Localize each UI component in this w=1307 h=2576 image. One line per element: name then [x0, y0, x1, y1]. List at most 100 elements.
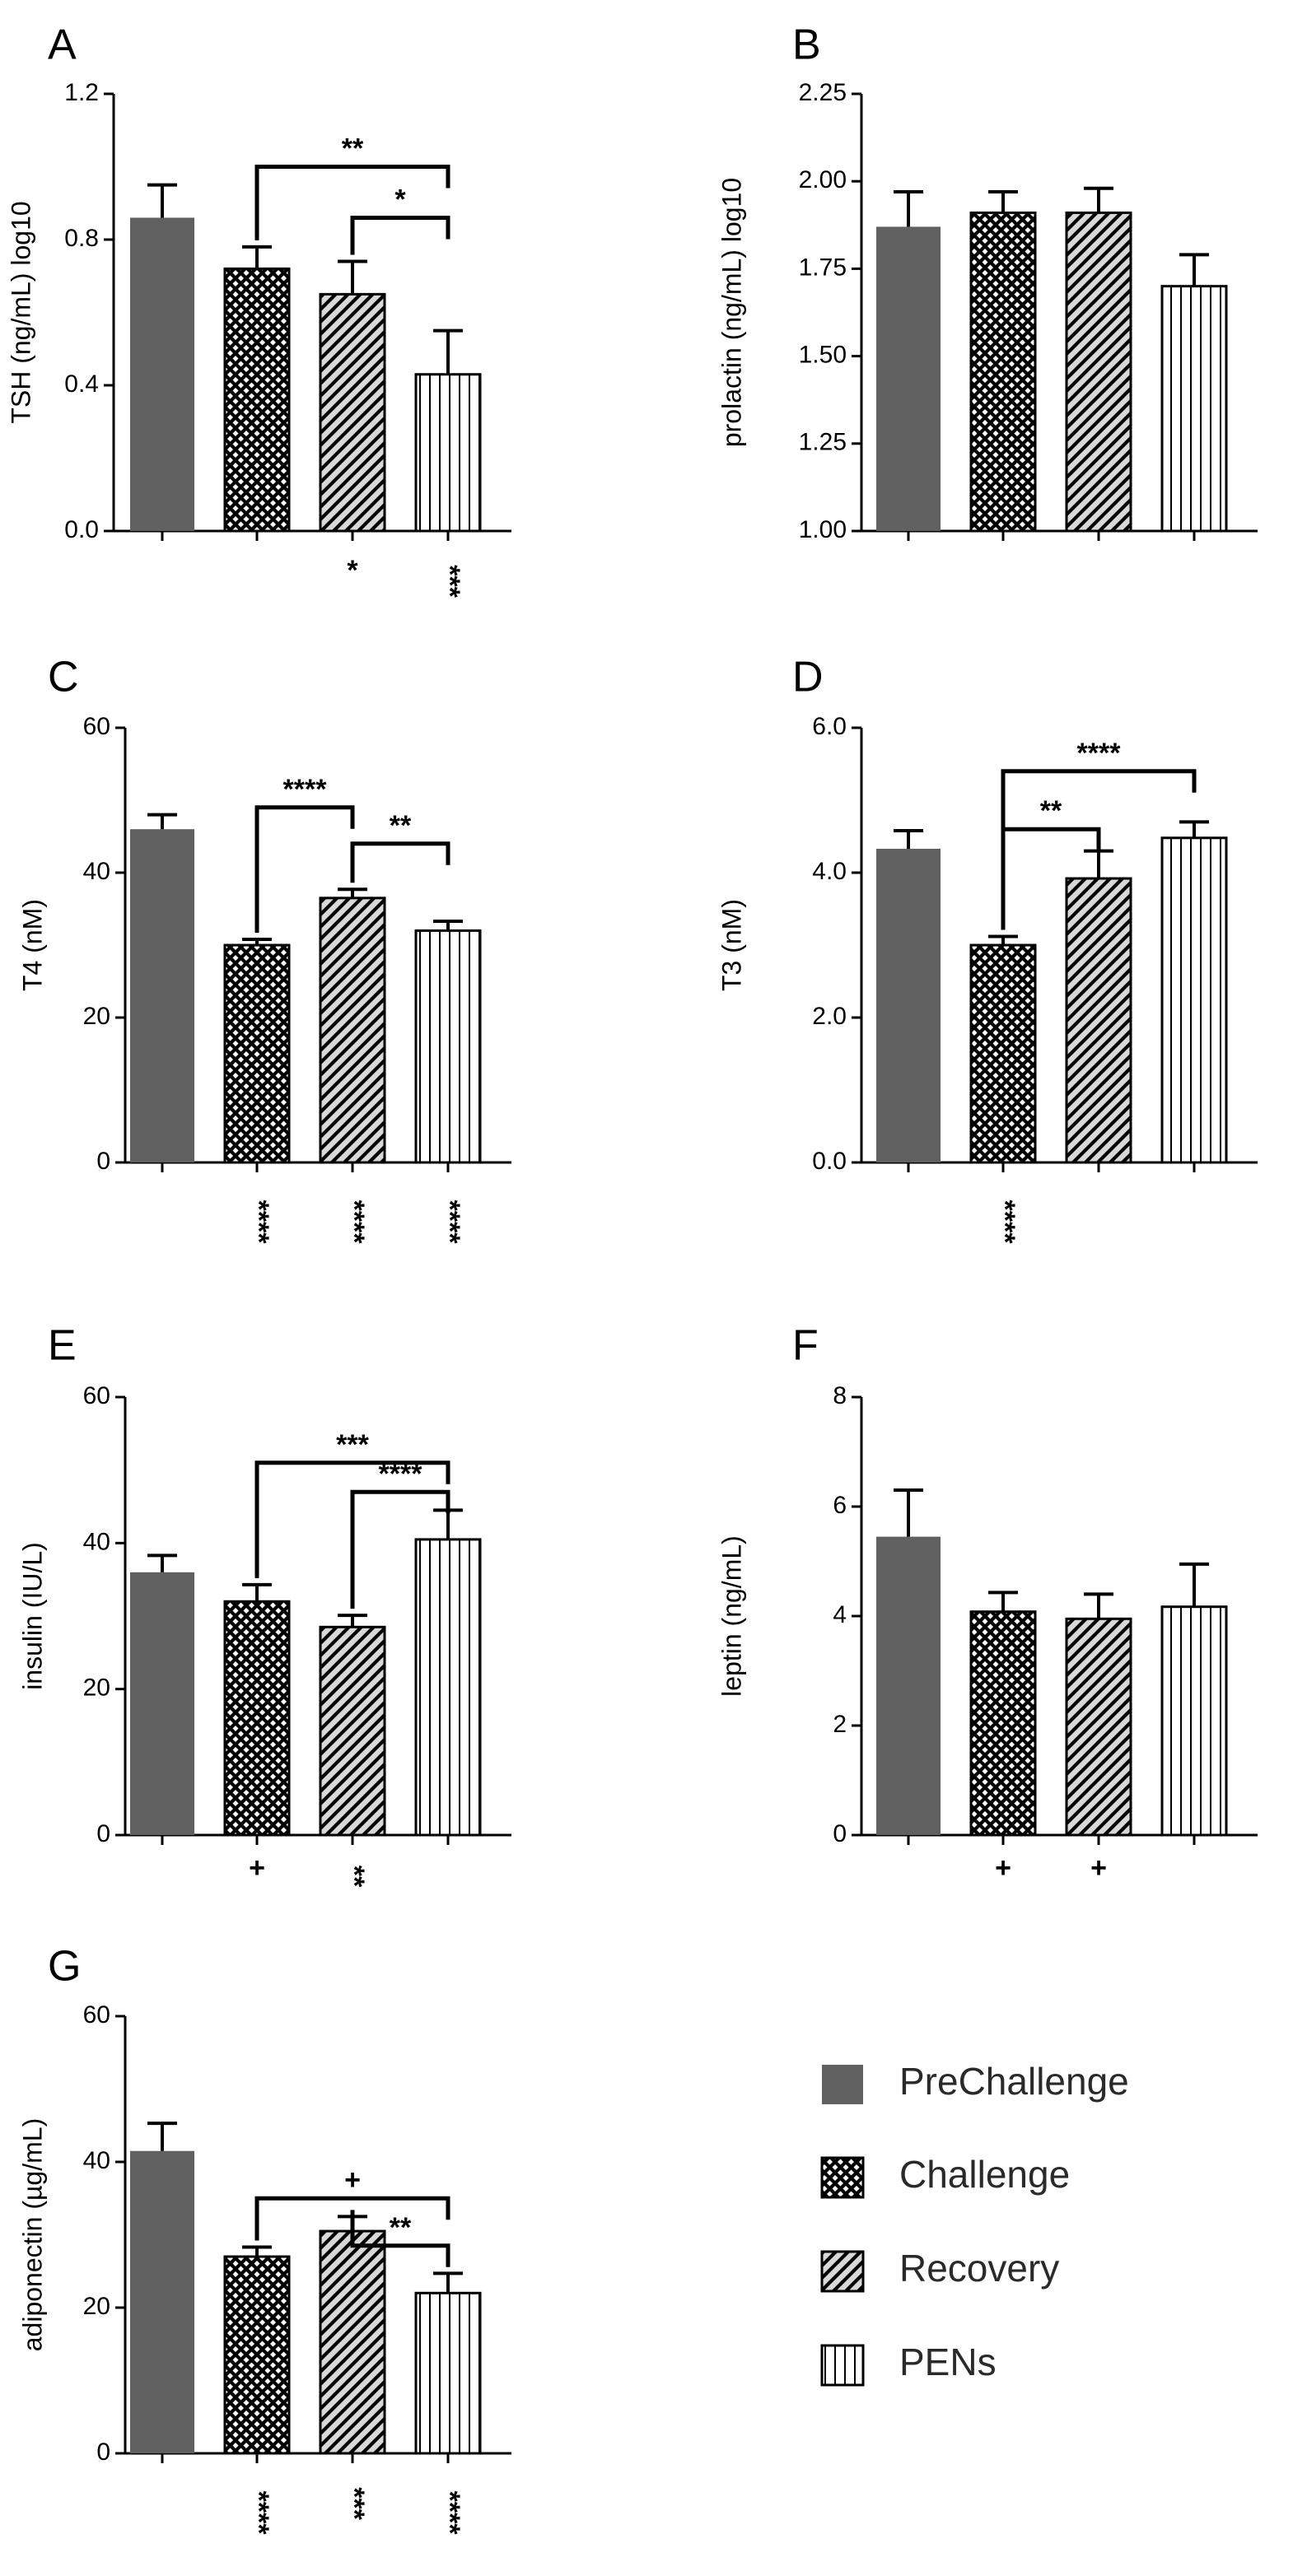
- bar-prechallenge: [876, 848, 941, 1162]
- legend-swatch: [820, 2156, 865, 2199]
- bracket-label: **: [342, 133, 364, 164]
- y-tick-label: 0: [96, 2439, 110, 2466]
- y-tick-label: 20: [83, 2293, 110, 2320]
- y-axis-title: T4 (nM): [17, 899, 47, 991]
- significance-label: +: [249, 1852, 265, 1884]
- significance-label: ***: [338, 2487, 370, 2520]
- y-tick-label: 40: [83, 1528, 110, 1555]
- y-axis-title: prolactin (ng/mL) log10: [717, 178, 746, 447]
- significance-label: ***: [434, 565, 465, 598]
- significance-label: ****: [243, 2491, 274, 2536]
- y-tick-label: 8: [833, 1382, 847, 1409]
- legend-swatch: [820, 2250, 865, 2293]
- significance-bracket: ***: [254, 1429, 450, 1578]
- y-axis-title: insulin (IU/L): [17, 1542, 47, 1690]
- significance-label: +: [1090, 1852, 1107, 1884]
- legend-label: PENs: [899, 2341, 997, 2383]
- bar-prechallenge: [130, 1572, 194, 1835]
- bar-pens: [414, 929, 482, 1164]
- panel-f: F 0 2 4 6 8 leptin (ng/mL) + +: [717, 1322, 1258, 1884]
- y-tick-label: 0: [96, 1148, 110, 1175]
- bracket-line: [254, 165, 450, 240]
- bracket-label: **: [1040, 795, 1062, 827]
- y-tick-label: 1.75: [799, 254, 847, 281]
- bracket-line: [254, 805, 355, 933]
- significance-label: +: [995, 1852, 1011, 1884]
- significance-label: ****: [434, 1200, 465, 1245]
- panel-d: D0.02.04.06.0T3 (nM)**********: [717, 654, 1258, 1244]
- bracket-line: [254, 2196, 450, 2241]
- significance-bracket: **: [350, 810, 450, 883]
- bracket-line: [350, 1489, 450, 1609]
- y-tick-label: 0.4: [64, 370, 99, 398]
- significance-label: ****: [243, 1200, 274, 1245]
- bracket-line: [254, 1460, 450, 1578]
- y-tick-label: 6.0: [812, 713, 847, 740]
- bracket-label: ****: [283, 774, 328, 805]
- bar-recovery: [1065, 211, 1132, 533]
- y-tick-label: 20: [83, 1003, 110, 1030]
- bar-prechallenge: [876, 1536, 941, 1835]
- significance-label: **: [338, 1866, 370, 1888]
- bracket-label: ****: [1077, 738, 1122, 769]
- legend-swatch: [820, 2344, 865, 2387]
- panel-letter: F: [792, 1322, 819, 1370]
- y-tick-label: 60: [83, 1382, 110, 1409]
- y-tick-label: 2.25: [799, 79, 847, 106]
- bar-challenge: [223, 2255, 291, 2455]
- bracket-line: [350, 2210, 450, 2267]
- bracket-label: +: [344, 2164, 361, 2196]
- bar-recovery: [319, 2229, 386, 2455]
- y-tick-label: 20: [83, 1675, 110, 1702]
- bar-challenge: [223, 267, 291, 533]
- bracket-label: ****: [379, 1458, 423, 1489]
- panel-letter: G: [48, 1943, 81, 1991]
- y-axis-title: T3 (nM): [717, 899, 746, 991]
- y-tick-label: 2.00: [799, 166, 847, 193]
- bar-prechallenge: [130, 829, 194, 1162]
- bar-pens: [1160, 1605, 1228, 1837]
- significance-bracket: **: [1001, 795, 1101, 930]
- y-tick-label: 1.2: [64, 79, 99, 106]
- bar-recovery: [319, 1625, 386, 1837]
- y-axis-title: leptin (ng/mL): [717, 1535, 746, 1697]
- bar-pens: [414, 373, 482, 533]
- y-tick-label: 0: [833, 1820, 847, 1847]
- y-tick-label: 60: [83, 2001, 110, 2029]
- y-tick-label: 1.50: [799, 342, 847, 369]
- legend-swatch: [822, 2065, 863, 2104]
- bar-pens: [1160, 285, 1228, 533]
- legend-item-challenge: Challenge: [820, 2153, 1070, 2199]
- bar-recovery: [319, 897, 386, 1164]
- significance-bracket: ****: [254, 774, 355, 933]
- significance-label: ****: [338, 1200, 370, 1245]
- bracket-label: **: [390, 810, 412, 841]
- bar-challenge: [223, 943, 291, 1164]
- y-tick-label: 0.0: [812, 1148, 847, 1175]
- y-tick-label: 4: [833, 1601, 847, 1628]
- bar-pens: [1160, 836, 1228, 1164]
- y-tick-label: 4.0: [812, 858, 847, 885]
- y-tick-label: 0.8: [64, 225, 99, 252]
- y-tick-label: 40: [83, 2147, 110, 2174]
- significance-bracket: ****: [350, 1458, 450, 1609]
- legend-label: PreChallenge: [899, 2060, 1129, 2103]
- bracket-line: [1001, 827, 1101, 930]
- y-tick-label: 1.00: [799, 516, 847, 543]
- bar-challenge: [223, 1600, 291, 1837]
- y-tick-label: 0: [96, 1820, 110, 1847]
- bar-challenge: [969, 943, 1037, 1164]
- significance-bracket: +: [254, 2164, 450, 2241]
- bar-recovery: [1065, 1617, 1132, 1837]
- bar-challenge: [969, 211, 1037, 533]
- bracket-line: [350, 215, 450, 255]
- panel-b: B 1.00 1.25 1.50 1.75 2.00 2.25 prolactin (ng/m…: [717, 21, 1258, 543]
- bracket-label: *: [394, 184, 406, 215]
- significance-bracket: *: [350, 184, 450, 255]
- y-tick-label: 60: [83, 713, 110, 740]
